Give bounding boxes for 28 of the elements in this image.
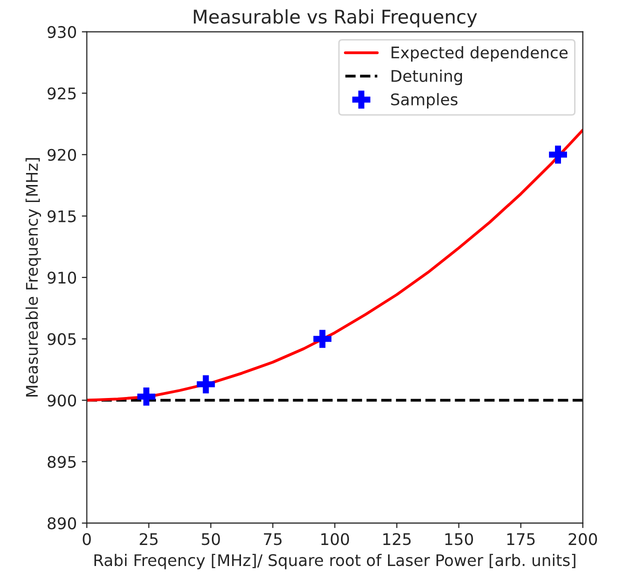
y-tick-label: 890 bbox=[48, 517, 76, 530]
x-tick-label: 0 bbox=[82, 533, 91, 546]
point bbox=[313, 330, 332, 348]
y-tick-label: 910 bbox=[48, 272, 76, 284]
x-tick-label: 175 bbox=[507, 533, 535, 546]
point bbox=[548, 146, 568, 164]
chart-title: Measurable vs Rabi Frequency bbox=[194, 9, 477, 28]
x-tick-label: 150 bbox=[445, 533, 473, 546]
x-tick-label: 25 bbox=[140, 533, 158, 546]
y-tick-label: 920 bbox=[48, 148, 76, 161]
y-tick-label: 930 bbox=[48, 26, 76, 38]
point bbox=[196, 375, 215, 394]
y-axis-title: Measureable Frequency [MHz] bbox=[26, 158, 42, 397]
x-axis-title: Rabi Freqency [MHz]/ Square root of Laser Power [arb. units] bbox=[94, 554, 576, 570]
y-tick-label: 900 bbox=[48, 394, 76, 407]
y-tick-label: 915 bbox=[48, 210, 76, 222]
legend-label: Expected dependence bbox=[392, 46, 568, 62]
x-tick-label: 200 bbox=[568, 533, 597, 546]
y-tick-label: 925 bbox=[48, 87, 76, 100]
legend-label: Samples bbox=[391, 93, 458, 109]
point bbox=[137, 388, 156, 406]
x-tick-label: 100 bbox=[321, 533, 349, 546]
legend-label: Detuning bbox=[392, 70, 462, 86]
x-tick-label: 125 bbox=[383, 533, 411, 546]
y-tick-label: 905 bbox=[48, 333, 76, 346]
y-tick-label: 895 bbox=[48, 456, 76, 468]
x-tick-label: 50 bbox=[202, 533, 220, 546]
x-tick-label: 75 bbox=[264, 533, 282, 546]
